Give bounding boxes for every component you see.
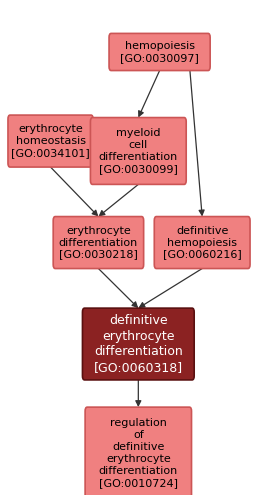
Text: regulation
of
definitive
erythrocyte
differentiation
[GO:0010724]: regulation of definitive erythrocyte dif… [99, 418, 178, 488]
FancyBboxPatch shape [154, 217, 250, 268]
FancyBboxPatch shape [85, 407, 192, 495]
Text: definitive
hemopoiesis
[GO:0060216]: definitive hemopoiesis [GO:0060216] [163, 226, 242, 259]
FancyBboxPatch shape [8, 115, 93, 167]
Text: erythrocyte
homeostasis
[GO:0034101]: erythrocyte homeostasis [GO:0034101] [11, 124, 90, 158]
Text: erythrocyte
differentiation
[GO:0030218]: erythrocyte differentiation [GO:0030218] [59, 226, 138, 259]
FancyBboxPatch shape [82, 308, 194, 380]
FancyBboxPatch shape [109, 34, 210, 70]
FancyBboxPatch shape [53, 217, 144, 268]
FancyBboxPatch shape [90, 118, 186, 185]
Text: hemopoiesis
[GO:0030097]: hemopoiesis [GO:0030097] [120, 41, 199, 63]
Text: myeloid
cell
differentiation
[GO:0030099]: myeloid cell differentiation [GO:0030099… [99, 128, 178, 174]
Text: definitive
erythrocyte
differentiation
[GO:0060318]: definitive erythrocyte differentiation [… [94, 314, 183, 374]
